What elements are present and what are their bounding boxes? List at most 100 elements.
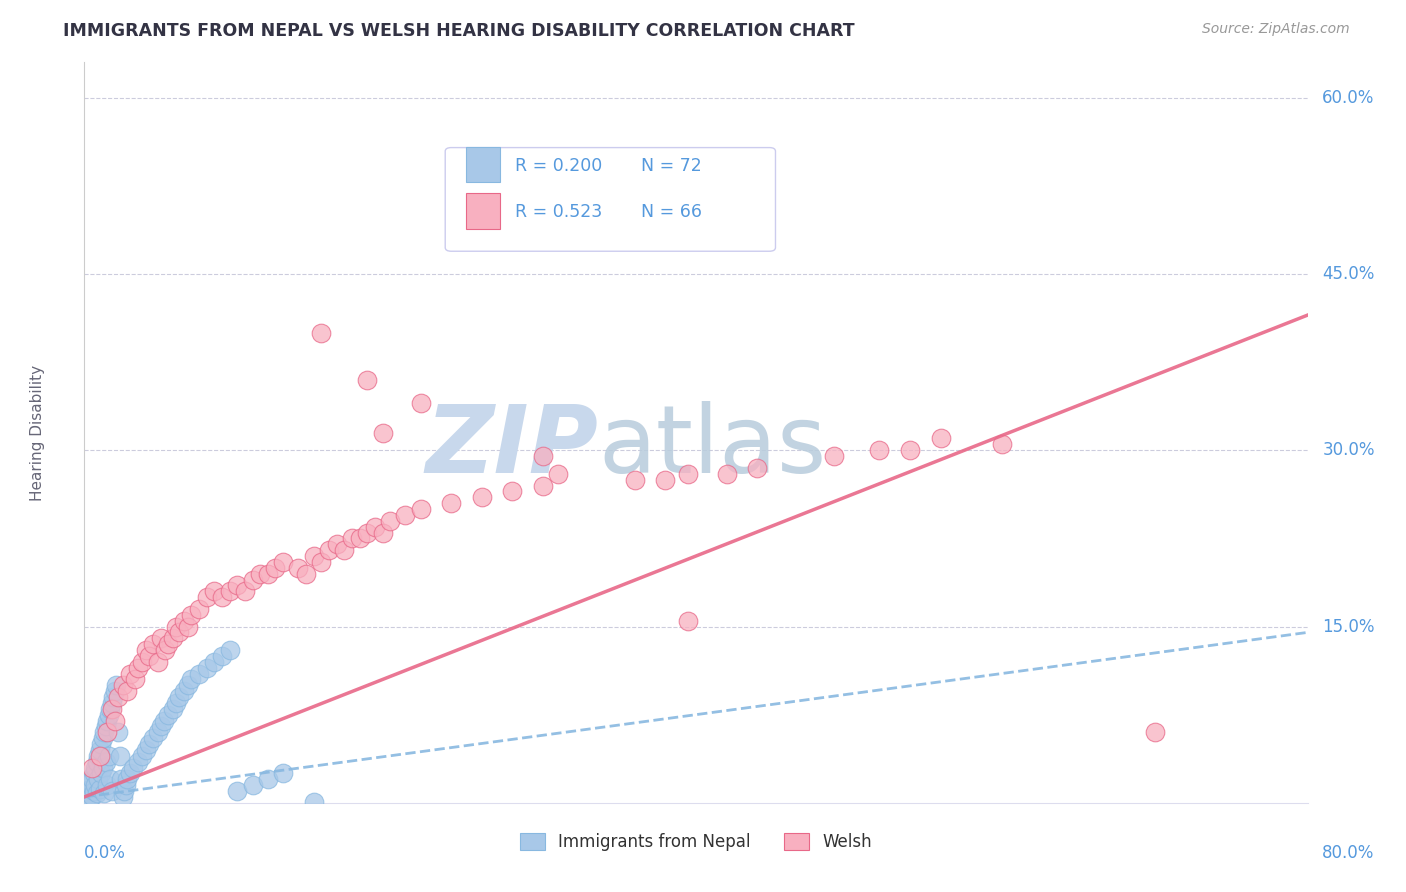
Point <box>80 760 103 774</box>
Point <box>173 684 195 698</box>
Point <box>380 514 402 528</box>
Point <box>211 590 233 604</box>
Point <box>96 714 118 728</box>
Point <box>318 543 340 558</box>
Text: 15.0%: 15.0% <box>1322 617 1375 635</box>
Point <box>104 684 127 698</box>
Point <box>929 432 952 446</box>
Point <box>356 525 378 540</box>
Point <box>87 772 110 787</box>
Point <box>77 774 100 789</box>
Point <box>287 561 309 575</box>
Point <box>177 619 200 633</box>
Point <box>264 561 287 575</box>
Point <box>76 778 98 792</box>
Point <box>96 778 118 792</box>
Text: Source: ZipAtlas.com: Source: ZipAtlas.com <box>1202 22 1350 37</box>
Point <box>89 748 111 763</box>
Point <box>409 396 432 410</box>
Point <box>86 755 108 769</box>
Point <box>218 643 240 657</box>
Point <box>242 573 264 587</box>
Point <box>76 789 98 804</box>
Point <box>173 614 195 628</box>
Point <box>83 784 105 798</box>
Point <box>162 702 184 716</box>
Point <box>91 731 114 746</box>
Point <box>101 784 124 798</box>
Point <box>218 584 240 599</box>
Point <box>96 725 118 739</box>
Point <box>149 719 172 733</box>
Point <box>101 696 124 710</box>
Point <box>869 443 891 458</box>
Point <box>135 643 157 657</box>
Point <box>991 437 1014 451</box>
Text: 60.0%: 60.0% <box>1322 88 1375 107</box>
Point <box>242 778 264 792</box>
Point <box>94 719 117 733</box>
Point <box>531 449 554 463</box>
Text: Hearing Disability: Hearing Disability <box>31 365 45 500</box>
Point <box>112 784 135 798</box>
Point <box>103 690 125 704</box>
Point <box>149 632 172 646</box>
Point <box>440 496 463 510</box>
Point <box>371 525 394 540</box>
Point <box>167 690 190 704</box>
Point <box>356 373 378 387</box>
Point <box>75 784 97 798</box>
Bar <box>465 194 501 229</box>
Point <box>122 760 145 774</box>
Point <box>124 673 146 687</box>
Point <box>94 755 117 769</box>
Point <box>120 666 142 681</box>
Point <box>226 578 249 592</box>
Point <box>131 655 153 669</box>
Text: N = 72: N = 72 <box>641 157 702 175</box>
Point <box>157 637 180 651</box>
Point <box>107 690 129 704</box>
Point <box>87 748 110 763</box>
Text: ZIP: ZIP <box>425 401 598 493</box>
Point <box>302 549 325 563</box>
Point <box>165 619 187 633</box>
Point <box>84 778 107 792</box>
Point <box>80 772 103 787</box>
Legend: Immigrants from Nepal, Welsh: Immigrants from Nepal, Welsh <box>513 826 879 857</box>
Point <box>101 702 124 716</box>
Point <box>138 648 160 663</box>
Point <box>79 781 101 796</box>
Point <box>624 473 647 487</box>
Point <box>747 461 769 475</box>
Point <box>98 702 121 716</box>
Point <box>364 519 387 533</box>
Point <box>153 714 176 728</box>
Point <box>89 743 111 757</box>
Point <box>111 678 134 692</box>
Point <box>79 792 101 806</box>
Text: 45.0%: 45.0% <box>1322 265 1375 283</box>
Point <box>226 784 249 798</box>
Point <box>86 786 108 800</box>
Point <box>502 484 524 499</box>
Point <box>394 508 416 522</box>
Point <box>108 748 131 763</box>
Point <box>188 666 211 681</box>
Point <box>311 555 333 569</box>
Point <box>114 778 136 792</box>
Point <box>678 467 700 481</box>
Point <box>107 725 129 739</box>
Point <box>325 537 347 551</box>
Text: 30.0%: 30.0% <box>1322 442 1375 459</box>
Text: 0.0%: 0.0% <box>84 844 127 862</box>
Point <box>271 555 294 569</box>
Point <box>138 737 160 751</box>
Point <box>131 748 153 763</box>
Point <box>202 584 225 599</box>
Text: R = 0.523: R = 0.523 <box>515 203 602 221</box>
Point <box>77 786 100 800</box>
Point <box>180 607 202 622</box>
Point <box>97 748 120 763</box>
Point <box>93 725 115 739</box>
